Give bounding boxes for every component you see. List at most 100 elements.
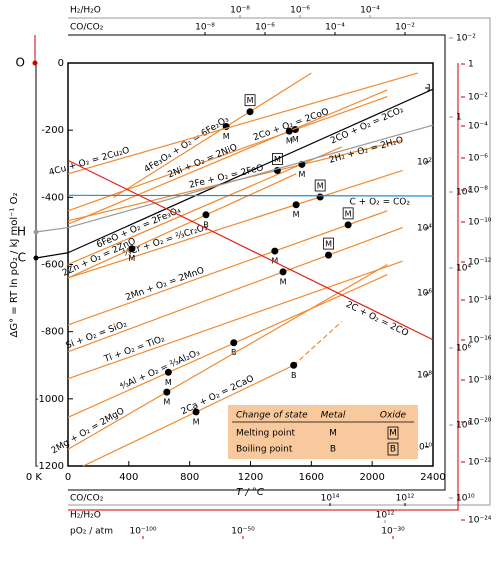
scale-tick-label: 10⁻³⁰ [381,527,405,537]
x-tick-label: 400 [119,472,138,483]
x-tick-label: 0 [65,472,71,483]
point-label: H [17,225,26,239]
marker-label: M [293,210,300,219]
scale-tick-label: 10⁻¹² [468,258,492,268]
y-tick-label: -800 [41,327,64,338]
legend-header: Metal [321,411,346,421]
scale-tick-label: 10⁻⁴ [468,122,488,132]
series-label: Si + O₂ = SiO₂ [65,319,129,351]
marker-label: M [247,96,254,105]
legend-box [228,405,418,459]
series-label: Ti + O₂ = TiO₂ [102,334,166,365]
marker-label: M [165,378,172,387]
scale-tick-label: 10⁻² [456,34,476,44]
series-line [67,146,342,266]
scale-tick-label: 10⁻² [468,93,488,103]
series-line [67,173,297,279]
y-tick-label: -200 [41,125,64,136]
x-tick-label: 1200 [238,472,263,483]
scale-tick-label: 10¹² [376,511,395,521]
scale-tick-label: 10⁻⁸ [195,23,215,33]
marker [128,245,136,253]
marker-label: B [291,371,297,380]
marker [316,193,324,201]
series-label: 2Mg + O₂ = 2MgO [50,406,127,456]
scale-tick-label: 10⁻¹⁶ [468,336,492,346]
series-line [67,89,388,225]
point-label: C [18,251,26,265]
scale-tick-label: 10⁻²⁰ [468,418,492,428]
x-axis-label: T / °C [236,487,264,498]
marker [202,211,210,219]
y-tick-label: -400 [41,192,64,203]
scale-tick-label: 10⁸ [417,371,432,381]
series-line [67,96,388,212]
legend-cell: B [390,445,396,455]
y-tick-label: -600 [41,260,64,271]
scale-tick-label: 1 [468,60,474,70]
extension-line [35,252,69,259]
series-label: 2C + O₂ = 2CO [344,300,410,339]
marker-label: M [163,398,170,407]
scale-tick-label: 10⁻¹⁴ [468,296,492,306]
scale-tick-label: 10⁶ [417,289,432,299]
marker [279,268,287,276]
scale-tick-label: 1 [426,84,432,94]
marker [325,251,333,259]
series-line [67,72,418,175]
legend-header: Oxide [380,411,407,421]
scale-title: H₂/H₂O [70,6,101,16]
scale-tick-label: 10¹⁰ [413,443,432,453]
scale-tick-label: 10⁸ [456,421,471,431]
legend-cell: M [329,429,337,439]
scale-tick-label: 10¹² [396,494,415,504]
legend-cell: B [330,445,336,455]
frame [68,63,459,511]
scale-title: pO₂ / atm [70,527,113,537]
marker-label: M [317,181,324,190]
scale-tick-label: 10⁻⁴ [325,23,345,33]
scale-tick-label: 10⁻⁶ [290,6,310,16]
x-tick-label: 2400 [420,472,445,483]
scale-tick-label: 10² [456,188,471,198]
scale-tick-label: 10¹⁰ [456,494,475,504]
legend-box-symbol [387,442,399,456]
legend-cell: M [389,429,397,439]
marker-label: M [280,277,287,286]
series-line [293,321,343,366]
frame [68,17,491,506]
extension-line [35,226,69,233]
marker-label: M [128,254,135,263]
series-line [67,159,434,341]
x-tick-label: 800 [180,472,199,483]
scale-tick-label: 10⁻²⁴ [468,516,492,526]
series-line [67,124,434,229]
series-line [67,274,388,418]
marker [271,247,279,255]
marker [292,201,300,209]
scale-tick-label: 10⁻⁸ [230,6,250,16]
scale-tick-label: 10² [417,158,432,168]
marker [192,408,200,416]
marker [290,361,298,369]
y-tick-label: -1200 [35,461,64,472]
marker [164,368,172,376]
scale-tick-label: 10⁻⁶ [255,23,275,33]
marker-label: M [345,209,352,218]
marker-label: M [286,137,293,146]
marker-label: M [298,170,305,179]
legend-cell: Melting point [236,429,296,439]
marker-label: B [203,220,209,229]
scale-tick-label: 10⁻²² [468,458,492,468]
scale-tick-label: 10⁴ [456,264,471,274]
marker-box [314,179,326,192]
marker-label: M [223,132,230,141]
legend-box-symbol [387,426,399,440]
zero-k-label: 0 K [26,472,43,483]
legend-header: Change of state [236,411,308,421]
series-line [67,194,434,197]
scale-tick-label: 10⁶ [456,344,471,354]
scale-tick-label: 10⁴ [417,224,432,234]
x-tick-label: 2000 [359,472,384,483]
